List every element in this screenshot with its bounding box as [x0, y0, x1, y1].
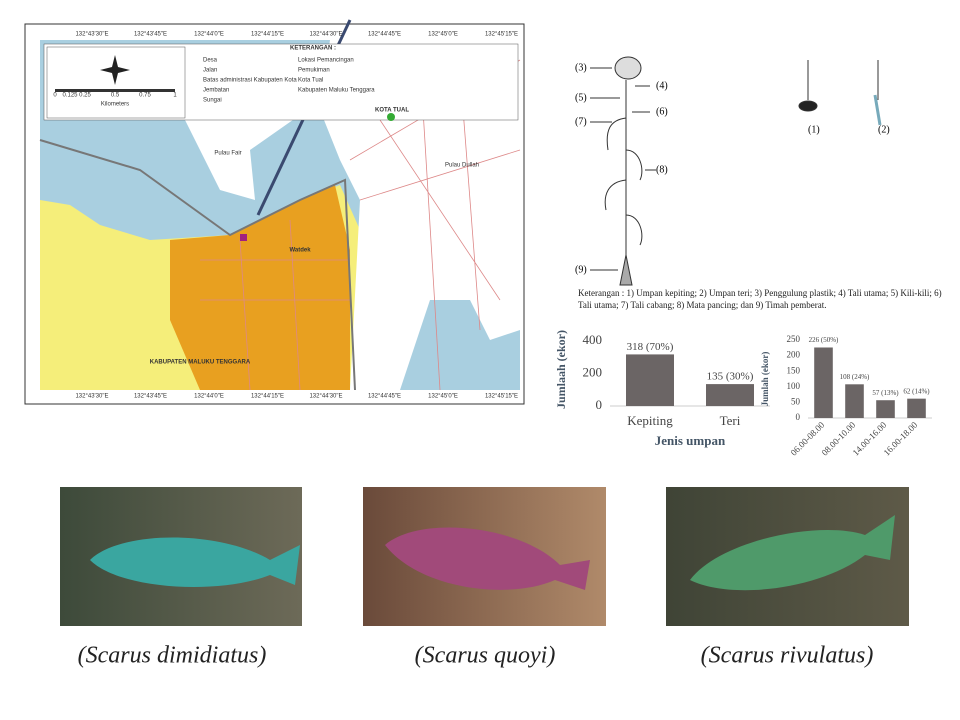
map	[24, 19, 525, 405]
y-tick-label: 150	[787, 365, 801, 375]
diagram-label: (7)	[575, 116, 587, 127]
photo-caption: (Scarus rivulatus)	[701, 643, 874, 669]
scale-unit: Kilometers	[101, 102, 129, 108]
y-axis-label: Jumlaah (ekor)	[554, 330, 568, 409]
diagram-label: (1)	[808, 124, 820, 135]
legend-title: KETERANGAN :	[290, 46, 336, 52]
longitude-label: 132°44'15"E	[251, 32, 284, 38]
longitude-label: 132°43'30"E	[75, 32, 108, 38]
longitude-label: 132°43'45"E	[134, 394, 167, 400]
diagram-label: (3)	[575, 62, 587, 73]
bar	[907, 398, 926, 418]
legend-item: Lokasi Pemancingan	[298, 58, 354, 64]
diagram-label: (9)	[575, 264, 587, 275]
diagram-caption: Keterangan : 1) Umpan kepiting; 2) Umpan…	[578, 288, 942, 310]
place-name: KOTA TUAL	[375, 108, 409, 114]
rig-diagram	[590, 56, 882, 286]
diagram-label: (2)	[878, 124, 890, 135]
legend-item: Jalan	[203, 68, 217, 74]
longitude-label: 132°45'0"E	[428, 394, 458, 400]
x-axis-label: Jenis umpan	[655, 433, 726, 448]
value-label: 108 (24%)	[840, 373, 870, 381]
y-axis-label: Jumlah (ekor)	[760, 352, 770, 407]
legend-item: Sungai	[203, 98, 222, 104]
photo-caption: (Scarus quoyi)	[415, 643, 556, 669]
diagram-label: (5)	[575, 92, 587, 103]
legend-item: Desa	[203, 58, 218, 64]
x-tick-label: Teri	[720, 413, 741, 428]
y-tick-label: 0	[596, 397, 603, 412]
legend-item: Batas administrasi Kabupaten Kota	[203, 78, 297, 84]
longitude-label: 132°45'15"E	[485, 32, 518, 38]
longitude-label: 132°45'15"E	[485, 394, 518, 400]
longitude-label: 132°44'45"E	[368, 394, 401, 400]
photo-caption: (Scarus dimidiatus)	[78, 643, 267, 669]
longitude-label: 132°44'45"E	[368, 32, 401, 38]
y-tick-label: 200	[787, 350, 801, 360]
longitude-label: 132°43'30"E	[75, 394, 108, 400]
value-label: 57 (13%)	[872, 389, 899, 397]
scale-label: 0.5	[111, 93, 120, 99]
longitude-label: 132°44'0"E	[194, 394, 224, 400]
bar	[845, 384, 864, 418]
y-tick-label: 0	[796, 412, 801, 422]
legend-item: Kota Tual	[298, 78, 323, 84]
legend-item: Kabupaten Maluku Tenggara	[298, 88, 375, 94]
longitude-label: 132°43'45"E	[134, 32, 167, 38]
y-tick-label: 200	[583, 365, 603, 380]
place-name: Pulau Fair	[214, 151, 241, 157]
y-tick-label: 400	[583, 332, 603, 347]
bar	[626, 354, 674, 406]
legend-item: Jembatan	[203, 88, 229, 94]
value-label: 318 (70%)	[627, 341, 674, 353]
value-label: 226 (50%)	[809, 336, 839, 344]
scale-label: 0.75	[139, 93, 151, 99]
place-name: KABUPATEN MALUKU TENGGARA	[150, 360, 251, 366]
scale-label: 0.25	[79, 93, 91, 99]
value-label: 135 (30%)	[707, 371, 754, 383]
longitude-label: 132°45'0"E	[428, 32, 458, 38]
place-name: Pulau Dullah	[445, 163, 479, 169]
longitude-label: 132°44'30"E	[309, 394, 342, 400]
scale-label: 1	[173, 93, 177, 99]
legend-item: Pemukiman	[298, 68, 330, 74]
longitude-label: 132°44'30"E	[309, 32, 342, 38]
x-tick-label: Kepiting	[627, 413, 673, 428]
y-tick-label: 50	[791, 396, 801, 406]
longitude-label: 132°44'0"E	[194, 32, 224, 38]
scale-label: 0.125	[62, 93, 78, 99]
diagram-label: (8)	[656, 164, 668, 175]
x-tick-label: 16.00-18.00	[882, 419, 920, 457]
bar	[876, 400, 895, 418]
diagram-label: (6)	[656, 106, 668, 117]
y-tick-label: 100	[787, 381, 801, 391]
bar	[814, 347, 833, 418]
diagram-label: (4)	[656, 80, 668, 91]
photos	[60, 487, 909, 626]
y-tick-label: 250	[787, 334, 801, 344]
bar	[706, 384, 754, 406]
value-label: 62 (14%)	[903, 387, 930, 395]
place-name: Watdek	[289, 248, 311, 254]
longitude-label: 132°44'15"E	[251, 394, 284, 400]
scale-label: 0	[53, 93, 57, 99]
